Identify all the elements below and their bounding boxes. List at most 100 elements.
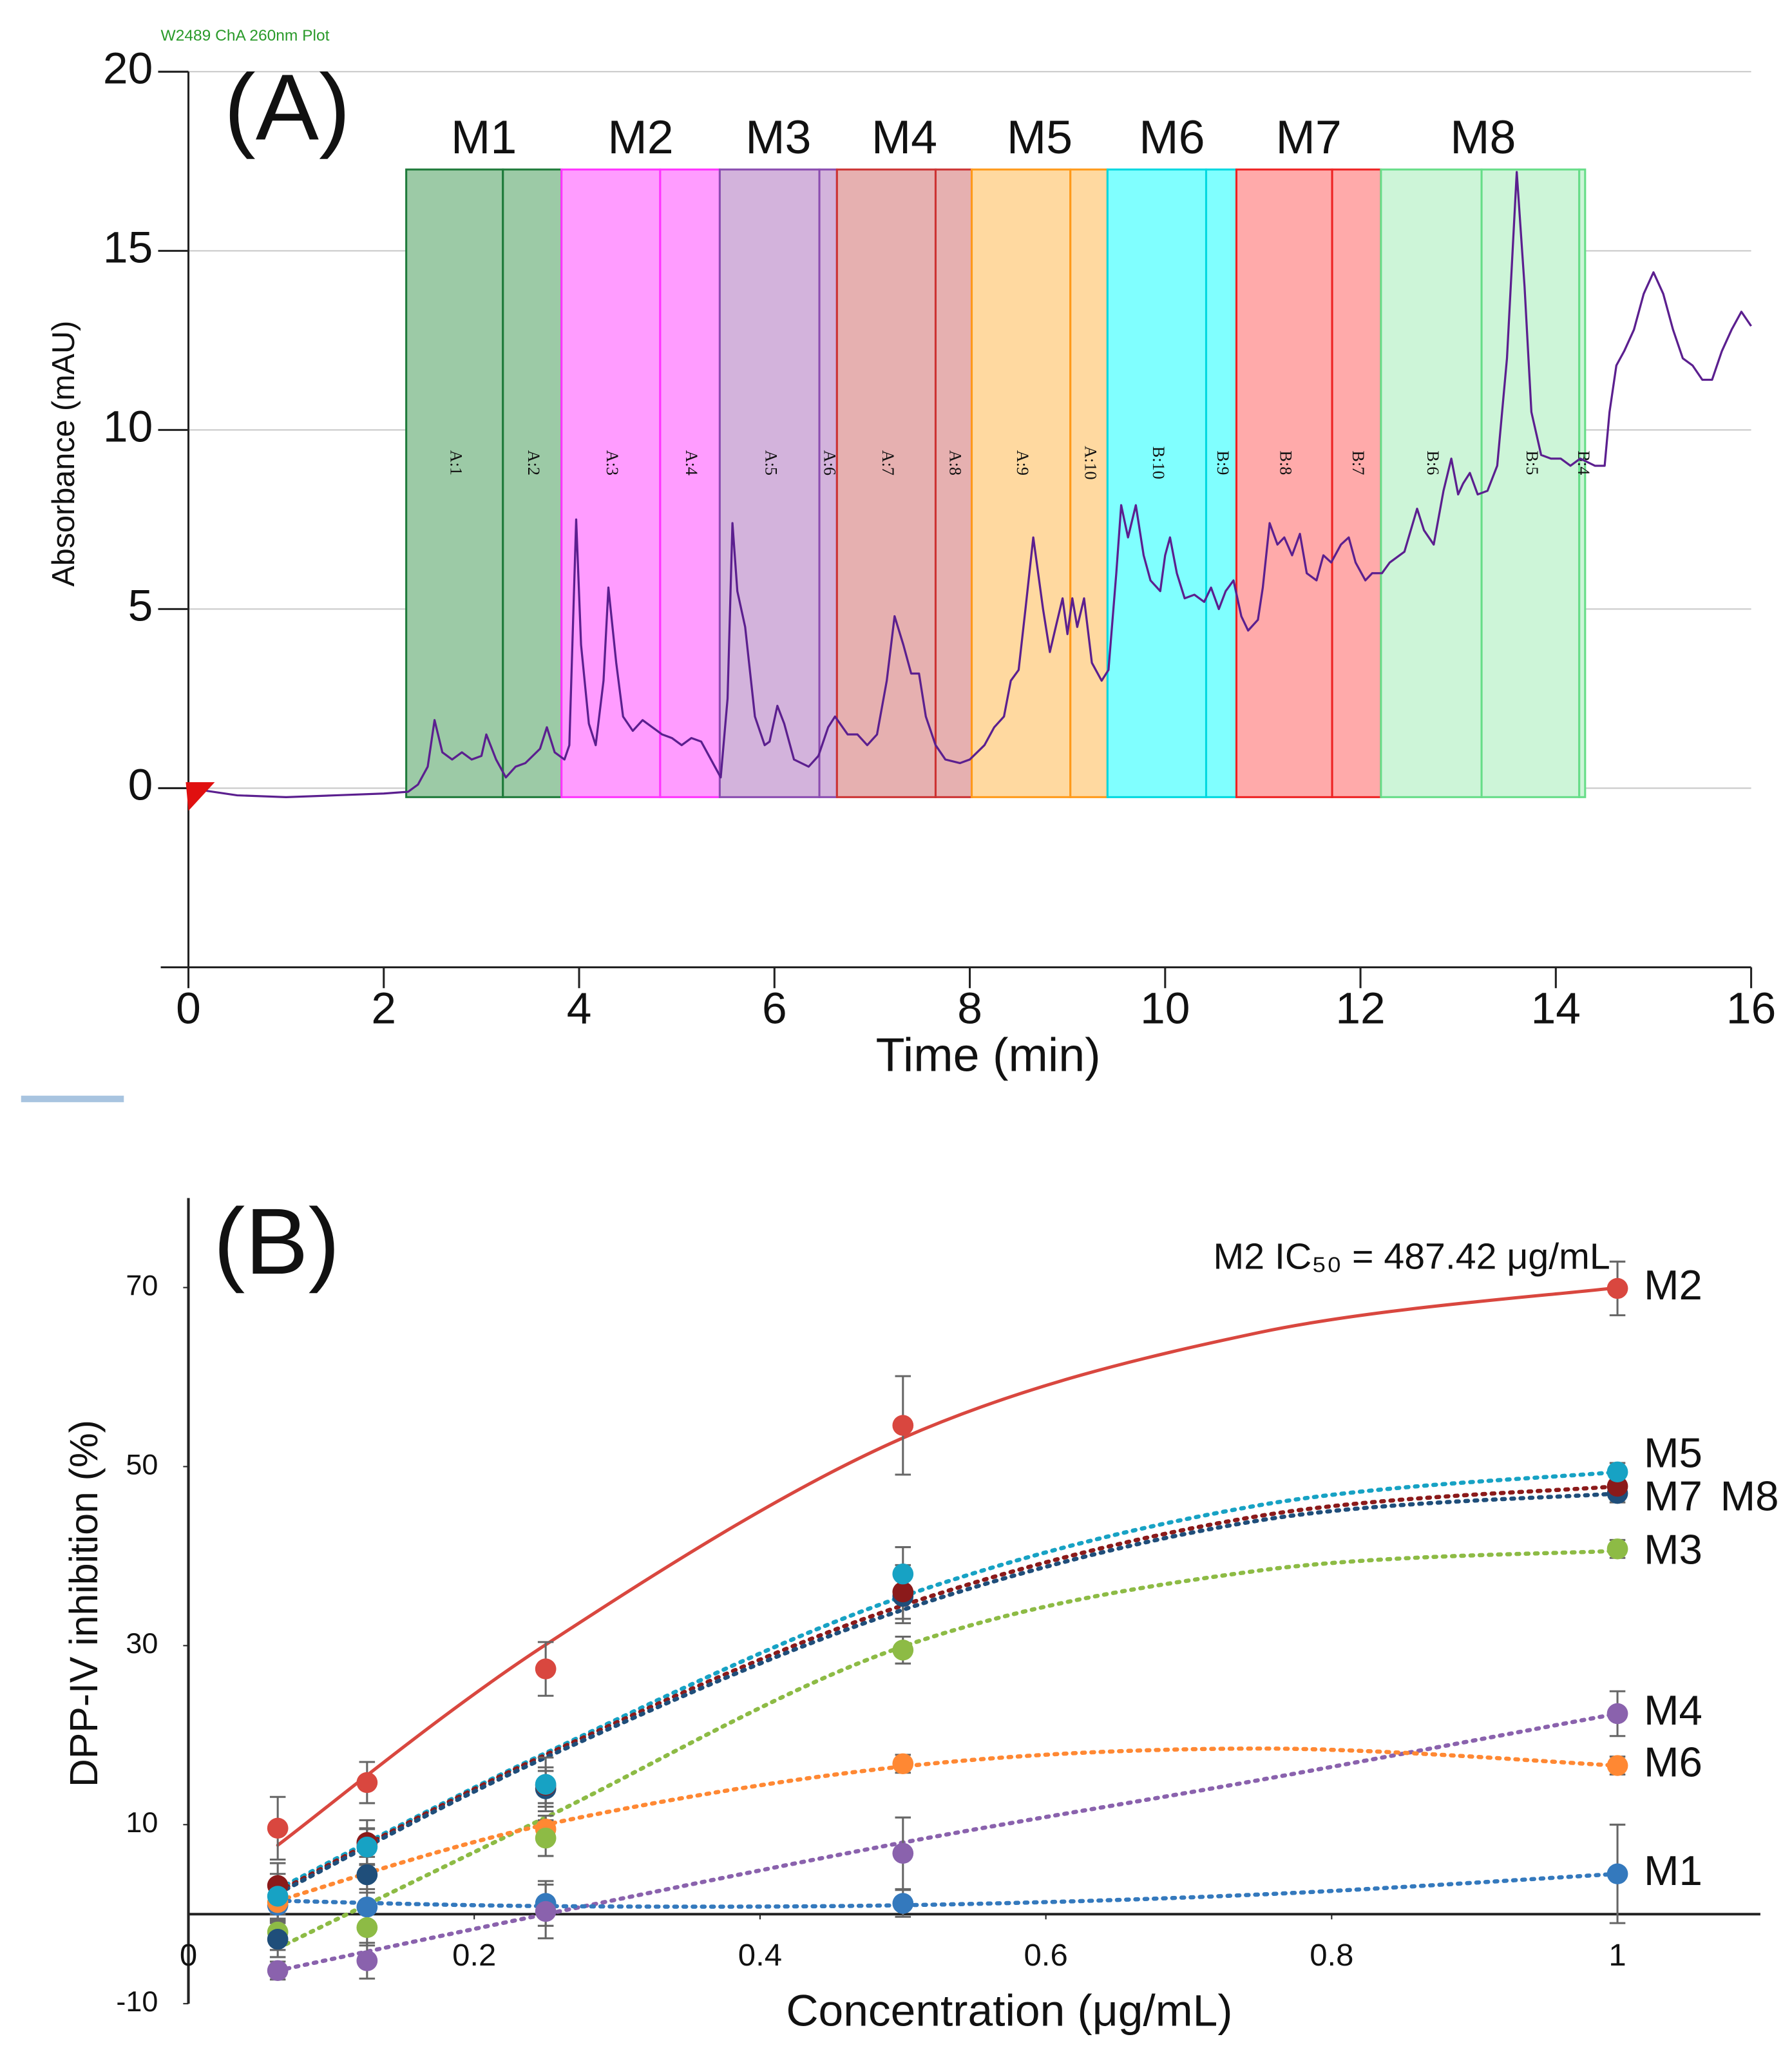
fraction-sublabel: A:2 bbox=[524, 450, 544, 475]
fraction-name: M2 bbox=[607, 111, 673, 164]
x-tick-label: 0 bbox=[176, 983, 201, 1033]
x-tick-label: 0.4 bbox=[738, 1938, 782, 1973]
x-tick-label: 1 bbox=[1608, 1938, 1626, 1973]
x-tick-label: 2 bbox=[371, 983, 396, 1033]
x-tick-label: 4 bbox=[567, 983, 592, 1033]
series-label: M2 bbox=[1644, 1261, 1702, 1308]
fraction-region bbox=[659, 168, 721, 798]
panel-label: (A) bbox=[224, 55, 350, 160]
fit-curve bbox=[275, 1711, 1620, 1973]
data-point bbox=[1606, 1538, 1628, 1560]
fraction-region bbox=[835, 168, 937, 798]
fraction-region bbox=[1380, 168, 1483, 798]
fraction-region bbox=[1106, 168, 1208, 798]
y-axis-label: DPP-IV inhibition (%) bbox=[62, 1420, 106, 1787]
data-point bbox=[267, 1886, 289, 1907]
data-point bbox=[892, 1564, 914, 1585]
start-marker bbox=[186, 782, 215, 811]
panel-label: (B) bbox=[213, 1189, 339, 1294]
series-label: M8 bbox=[1721, 1473, 1779, 1520]
series-label: M5 bbox=[1644, 1430, 1702, 1477]
data-point bbox=[892, 1842, 914, 1864]
series-label: M1 bbox=[1644, 1847, 1702, 1894]
x-tick-label: 0.8 bbox=[1310, 1938, 1353, 1973]
x-tick-label: 6 bbox=[762, 983, 787, 1033]
fraction-sublabel: A:10 bbox=[1081, 446, 1100, 480]
fraction-sublabel: B:9 bbox=[1214, 450, 1233, 475]
fraction-name: M7 bbox=[1276, 111, 1342, 164]
fraction-name: M1 bbox=[451, 111, 517, 164]
series-label: M4 bbox=[1644, 1687, 1702, 1734]
data-point bbox=[1606, 1278, 1628, 1299]
fraction-sublabel: B:5 bbox=[1523, 450, 1542, 475]
fraction-sublabel: A:8 bbox=[946, 450, 965, 475]
data-point bbox=[267, 1928, 289, 1950]
y-tick-label: 70 bbox=[126, 1270, 158, 1302]
fraction-name: M5 bbox=[1007, 111, 1072, 164]
trace bbox=[188, 171, 1752, 798]
fraction-sublabel: A:9 bbox=[1013, 450, 1033, 475]
y-tick-label: -10 bbox=[116, 1986, 158, 2018]
data-point bbox=[1606, 1475, 1628, 1497]
fraction-region bbox=[560, 168, 662, 798]
data-point bbox=[1606, 1863, 1628, 1884]
fraction-region bbox=[1331, 168, 1382, 798]
fraction-sublabel: B:6 bbox=[1424, 450, 1443, 475]
x-axis-label: Time (min) bbox=[876, 1029, 1101, 1082]
series-label: M7 bbox=[1644, 1473, 1702, 1520]
data-point bbox=[1606, 1703, 1628, 1725]
fraction-region bbox=[502, 168, 563, 798]
data-point bbox=[356, 1864, 378, 1886]
x-tick-label: 8 bbox=[957, 983, 982, 1033]
data-point bbox=[535, 1827, 557, 1849]
y-axis-label: Absorbance (mAU) bbox=[46, 321, 81, 587]
fraction-name: M3 bbox=[745, 111, 811, 164]
x-tick-label: 16 bbox=[1726, 983, 1776, 1033]
x-axis-label: Concentration (μg/mL) bbox=[786, 1986, 1232, 2036]
fit-curve bbox=[275, 1871, 1620, 1909]
x-tick-label: 0 bbox=[180, 1938, 197, 1973]
y-tick-label: 5 bbox=[128, 580, 153, 631]
y-tick-label: 20 bbox=[103, 43, 153, 93]
data-point bbox=[356, 1836, 378, 1858]
fraction-sublabel: A:5 bbox=[762, 450, 781, 475]
data-point bbox=[535, 1900, 557, 1922]
fraction-region bbox=[971, 168, 1072, 798]
fraction-sublabel: B:8 bbox=[1277, 450, 1296, 475]
x-tick-label: 14 bbox=[1531, 983, 1581, 1033]
fraction-region bbox=[1480, 168, 1581, 798]
x-tick-label: 12 bbox=[1335, 983, 1385, 1033]
fraction-sublabel: A:7 bbox=[879, 450, 898, 475]
data-point bbox=[892, 1753, 914, 1775]
fraction-sublabel: A:3 bbox=[603, 450, 622, 475]
data-point bbox=[535, 1774, 557, 1795]
chart-title: W2489 ChA 260nm Plot bbox=[161, 27, 330, 44]
fraction-region bbox=[718, 168, 821, 798]
fit-curve bbox=[275, 1491, 1620, 1896]
fraction-sublabel: B:10 bbox=[1149, 446, 1168, 479]
y-tick-label: 10 bbox=[126, 1806, 158, 1839]
fraction-sublabel: A:4 bbox=[682, 450, 701, 475]
fraction-region bbox=[1205, 168, 1238, 798]
x-tick-label: 0.2 bbox=[452, 1938, 496, 1973]
fraction-region bbox=[818, 168, 838, 798]
fraction-region bbox=[1069, 168, 1109, 798]
series-label: M3 bbox=[1644, 1526, 1702, 1573]
fraction-region bbox=[1235, 168, 1333, 798]
data-point bbox=[267, 1960, 289, 1981]
data-point bbox=[356, 1950, 378, 1971]
data-point bbox=[892, 1893, 914, 1914]
data-point bbox=[356, 1896, 378, 1918]
data-point bbox=[1606, 1755, 1628, 1776]
fraction-region bbox=[1578, 168, 1587, 798]
y-tick-label: 10 bbox=[103, 401, 153, 452]
fraction-name: M6 bbox=[1139, 111, 1205, 164]
y-tick-label: 0 bbox=[128, 760, 153, 810]
data-point bbox=[356, 1772, 378, 1794]
series-label: M6 bbox=[1644, 1739, 1702, 1786]
x-tick-label: 10 bbox=[1140, 983, 1190, 1033]
data-point bbox=[892, 1415, 914, 1436]
data-point bbox=[892, 1581, 914, 1603]
